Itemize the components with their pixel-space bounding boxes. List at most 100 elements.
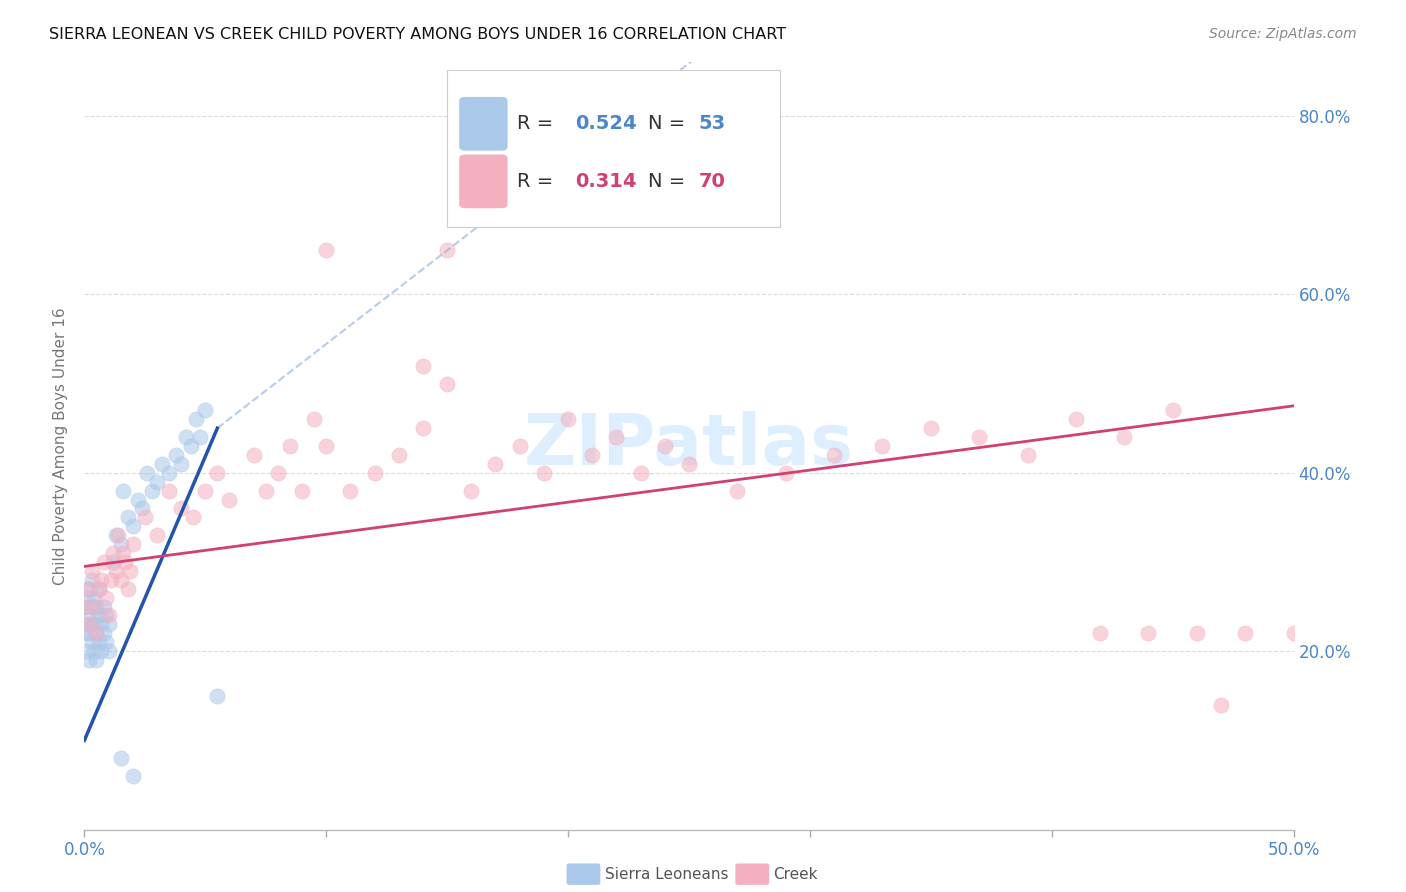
Point bbox=[218, 492, 240, 507]
Point bbox=[94, 608, 117, 623]
Point bbox=[97, 644, 120, 658]
Point bbox=[315, 439, 337, 453]
Point bbox=[76, 644, 98, 658]
Text: 70: 70 bbox=[699, 172, 725, 191]
Point bbox=[93, 555, 115, 569]
Text: SIERRA LEONEAN VS CREEK CHILD POVERTY AMONG BOYS UNDER 16 CORRELATION CHART: SIERRA LEONEAN VS CREEK CHILD POVERTY AM… bbox=[49, 27, 786, 42]
Y-axis label: Child Poverty Among Boys Under 16: Child Poverty Among Boys Under 16 bbox=[53, 307, 69, 585]
Point bbox=[630, 466, 652, 480]
Point bbox=[120, 564, 142, 578]
Point bbox=[146, 475, 169, 489]
Point bbox=[1114, 430, 1136, 444]
Point bbox=[823, 448, 845, 462]
Point bbox=[484, 457, 506, 471]
Point bbox=[412, 359, 434, 373]
Point bbox=[363, 466, 385, 480]
Point bbox=[97, 608, 120, 623]
Point bbox=[460, 483, 482, 498]
Text: Creek: Creek bbox=[773, 867, 818, 881]
Point bbox=[157, 466, 180, 480]
Text: R =: R = bbox=[517, 172, 560, 191]
Point bbox=[83, 617, 105, 632]
Point bbox=[100, 573, 122, 587]
Point bbox=[80, 617, 103, 632]
Point bbox=[436, 376, 458, 391]
Point bbox=[180, 439, 202, 453]
Point bbox=[388, 448, 411, 462]
FancyBboxPatch shape bbox=[460, 154, 508, 208]
Point bbox=[254, 483, 277, 498]
Point bbox=[557, 180, 579, 194]
Point bbox=[73, 599, 96, 614]
Point bbox=[207, 466, 229, 480]
Point bbox=[725, 483, 748, 498]
Point bbox=[80, 599, 103, 614]
Point bbox=[131, 501, 153, 516]
Text: R =: R = bbox=[517, 114, 560, 133]
Point bbox=[1161, 403, 1184, 417]
Point bbox=[80, 635, 103, 649]
Text: 0.524: 0.524 bbox=[575, 114, 637, 133]
Point bbox=[80, 564, 103, 578]
Point bbox=[76, 591, 98, 605]
Point bbox=[1185, 626, 1208, 640]
Point bbox=[194, 403, 217, 417]
Point bbox=[76, 617, 98, 632]
Point bbox=[302, 412, 325, 426]
Point bbox=[112, 483, 135, 498]
Point bbox=[83, 591, 105, 605]
Point bbox=[581, 448, 603, 462]
Point bbox=[872, 439, 894, 453]
Point bbox=[110, 573, 132, 587]
Point bbox=[267, 466, 290, 480]
Point bbox=[1234, 626, 1257, 640]
Point bbox=[315, 243, 337, 257]
Point bbox=[77, 653, 100, 667]
Text: N =: N = bbox=[648, 114, 692, 133]
Point bbox=[1064, 412, 1087, 426]
Point bbox=[436, 243, 458, 257]
Point bbox=[184, 412, 207, 426]
Point bbox=[93, 626, 115, 640]
Point bbox=[127, 492, 149, 507]
Point bbox=[412, 421, 434, 435]
Text: ZIPatlas: ZIPatlas bbox=[524, 411, 853, 481]
Point bbox=[114, 555, 136, 569]
Point bbox=[557, 412, 579, 426]
Point bbox=[207, 689, 229, 703]
Point bbox=[77, 608, 100, 623]
Point bbox=[134, 510, 156, 524]
Point bbox=[117, 510, 139, 524]
Point bbox=[967, 430, 990, 444]
Point bbox=[87, 635, 110, 649]
FancyBboxPatch shape bbox=[460, 97, 508, 151]
Point bbox=[83, 644, 105, 658]
Point bbox=[533, 466, 555, 480]
Text: Source: ZipAtlas.com: Source: ZipAtlas.com bbox=[1209, 27, 1357, 41]
Point bbox=[920, 421, 942, 435]
Point bbox=[1017, 448, 1039, 462]
Point bbox=[107, 528, 129, 542]
Point bbox=[80, 573, 103, 587]
Point bbox=[1282, 626, 1305, 640]
Point bbox=[165, 448, 187, 462]
Point bbox=[86, 626, 108, 640]
Point bbox=[654, 439, 676, 453]
Point bbox=[77, 626, 100, 640]
Point bbox=[1137, 626, 1160, 640]
Point bbox=[103, 546, 125, 560]
Point bbox=[291, 483, 314, 498]
Point bbox=[1088, 626, 1111, 640]
Point bbox=[150, 457, 173, 471]
Point bbox=[87, 582, 110, 596]
Point bbox=[93, 599, 115, 614]
Point bbox=[112, 546, 135, 560]
Point bbox=[121, 769, 143, 783]
Point bbox=[136, 466, 159, 480]
Point bbox=[141, 483, 163, 498]
Point bbox=[181, 510, 204, 524]
Point bbox=[97, 617, 120, 632]
Point bbox=[509, 439, 531, 453]
Point bbox=[94, 635, 117, 649]
Point bbox=[174, 430, 197, 444]
